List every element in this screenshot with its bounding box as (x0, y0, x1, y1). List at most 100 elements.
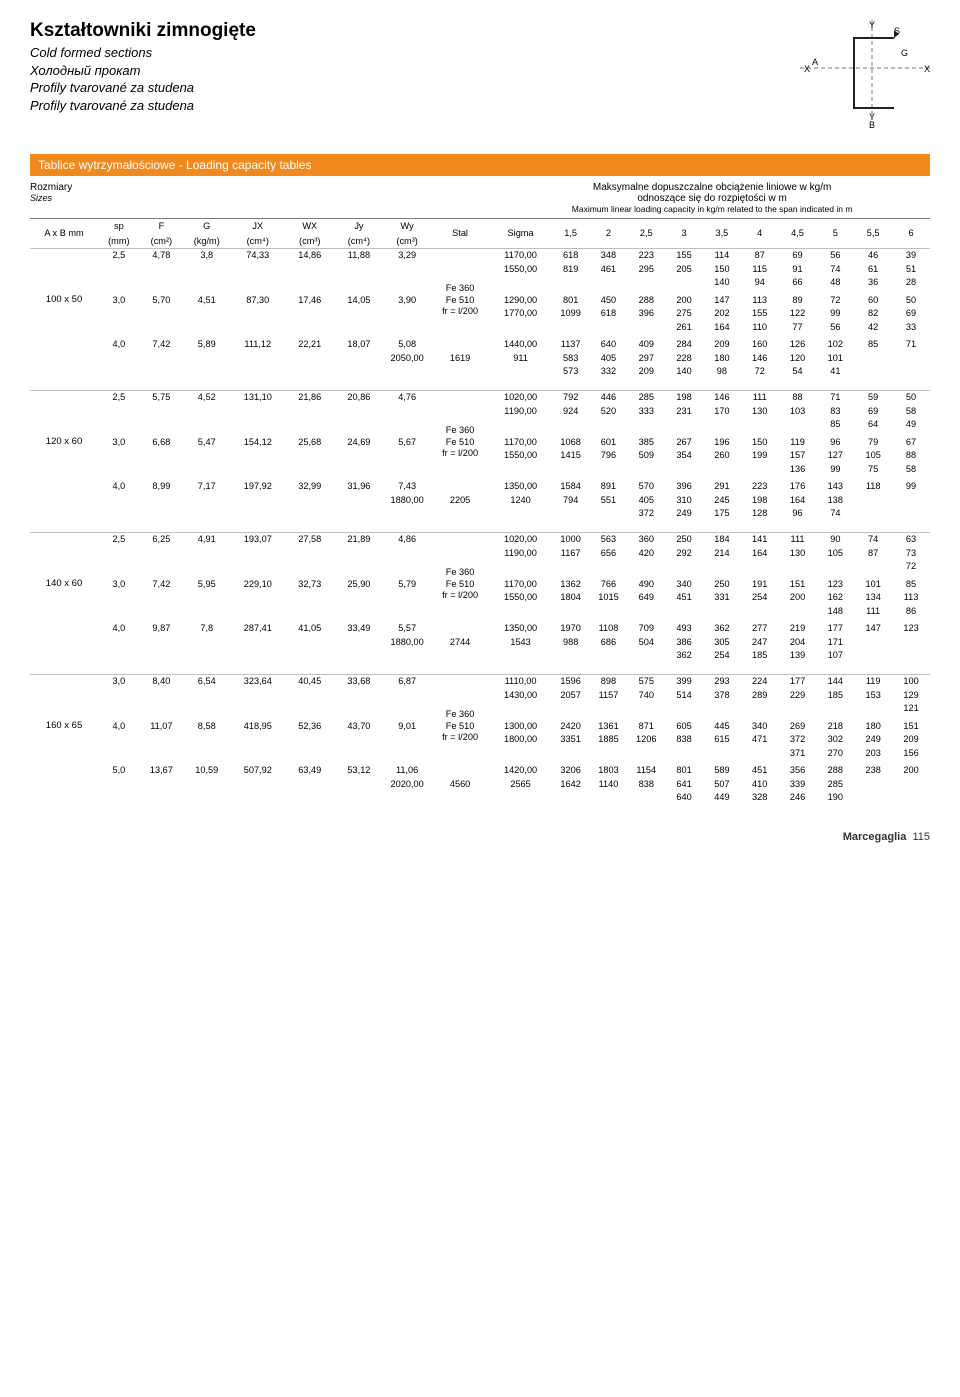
table-cell: 589 (703, 764, 741, 778)
table-cell (140, 791, 183, 805)
table-cell (627, 276, 665, 290)
table-cell: 198 (741, 494, 779, 508)
table-cell: 1550,00 (489, 263, 551, 277)
table-cell (590, 560, 628, 574)
table-cell: 819 (552, 263, 590, 277)
table-cell (183, 689, 230, 703)
table-cell (627, 418, 665, 432)
table-cell (98, 449, 140, 463)
table-cell: 7,8 (183, 622, 230, 636)
col-header: WX (285, 219, 334, 234)
table-cell (285, 507, 334, 521)
table-cell: 1885 (590, 733, 628, 747)
table-cell: 450 (590, 294, 628, 308)
table-cell: 4,51 (183, 294, 230, 308)
table-cell: 153 (854, 689, 892, 703)
table-cell: 8,40 (140, 675, 183, 689)
table-cell: 4,0 (98, 338, 140, 352)
table-cell: 656 (590, 547, 628, 561)
table-cell (590, 321, 628, 335)
table-cell: 164 (703, 321, 741, 335)
table-cell (334, 405, 383, 419)
table-cell: 66 (779, 276, 817, 290)
col-header: 4 (741, 219, 779, 249)
table-cell (431, 507, 490, 521)
table-cell (140, 649, 183, 663)
table-cell: 1361 (590, 720, 628, 734)
table-cell: 128 (741, 507, 779, 521)
table-cell (552, 463, 590, 477)
table-cell: 113 (892, 591, 930, 605)
table-cell: 72 (892, 560, 930, 574)
table-cell: 85 (816, 418, 854, 432)
table-cell: 563 (590, 533, 628, 547)
table-cell (30, 494, 98, 508)
table-row: 2050,001619911583405297228180146120101 (30, 352, 930, 366)
table-cell: 164 (741, 547, 779, 561)
table-cell: 267 (665, 436, 703, 450)
table-cell: 200 (779, 591, 817, 605)
subtitle: Cold formed sections (30, 44, 256, 62)
table-cell (98, 547, 140, 561)
table-cell: 449 (703, 791, 741, 805)
table-cell (98, 747, 140, 761)
table-cell (98, 263, 140, 277)
table-cell: 14,86 (285, 249, 334, 263)
table-cell (285, 605, 334, 619)
table-cell (703, 418, 741, 432)
table-cell: 898 (590, 675, 628, 689)
table-cell: 362 (665, 649, 703, 663)
table-cell (230, 494, 285, 508)
table-cell: 196 (703, 436, 741, 450)
table-cell: 209 (627, 365, 665, 379)
col-header: 6 (892, 219, 930, 249)
table-cell (334, 321, 383, 335)
table-title-suffix: Loading capacity tables (186, 158, 311, 172)
table-cell: 139 (779, 649, 817, 663)
table-cell: 1415 (552, 449, 590, 463)
table-cell: 1068 (552, 436, 590, 450)
table-cell: 1240 (489, 494, 551, 508)
table-title-bar: Tablice wytrzymałościowe - Loading capac… (30, 154, 930, 176)
table-cell (183, 702, 230, 716)
table-cell (489, 560, 551, 574)
table-cell: 87,30 (230, 294, 285, 308)
table-cell: 11,06 (384, 764, 431, 778)
table-cell: 1543 (489, 636, 551, 650)
table-cell (140, 560, 183, 574)
table-cell (816, 702, 854, 716)
table-cell: 13,67 (140, 764, 183, 778)
table-cell: 471 (741, 733, 779, 747)
table-cell (140, 418, 183, 432)
table-cell (183, 494, 230, 508)
table-cell (489, 605, 551, 619)
table-cell: 1350,00 (489, 480, 551, 494)
table-cell: 385 (627, 436, 665, 450)
table-cell (183, 649, 230, 663)
table-cell: 7,43 (384, 480, 431, 494)
table-cell: 583 (552, 352, 590, 366)
table-cell: 107 (816, 649, 854, 663)
table-cell (183, 747, 230, 761)
table-cell (384, 263, 431, 277)
table-cell: 60 (854, 294, 892, 308)
table-cell: 801 (552, 294, 590, 308)
table-cell: 64 (854, 418, 892, 432)
table-cell: 96 (779, 507, 817, 521)
table-cell: 247 (741, 636, 779, 650)
table-cell (334, 605, 383, 619)
table-cell: 293 (703, 675, 741, 689)
table-cell (590, 276, 628, 290)
table-cell: 871 (627, 720, 665, 734)
table-cell: 143 (816, 480, 854, 494)
table-cell (230, 605, 285, 619)
sizes-label-block: Rozmiary Sizes (30, 182, 102, 214)
table-cell: 2,5 (98, 391, 140, 405)
table-cell: 111 (741, 391, 779, 405)
svg-text:S: S (894, 26, 900, 36)
table-cell: 287,41 (230, 622, 285, 636)
col-header: (cm⁴) (334, 234, 383, 249)
table-cell: 175 (703, 507, 741, 521)
table-cell (98, 702, 140, 716)
table-cell: 4560 (431, 778, 490, 792)
